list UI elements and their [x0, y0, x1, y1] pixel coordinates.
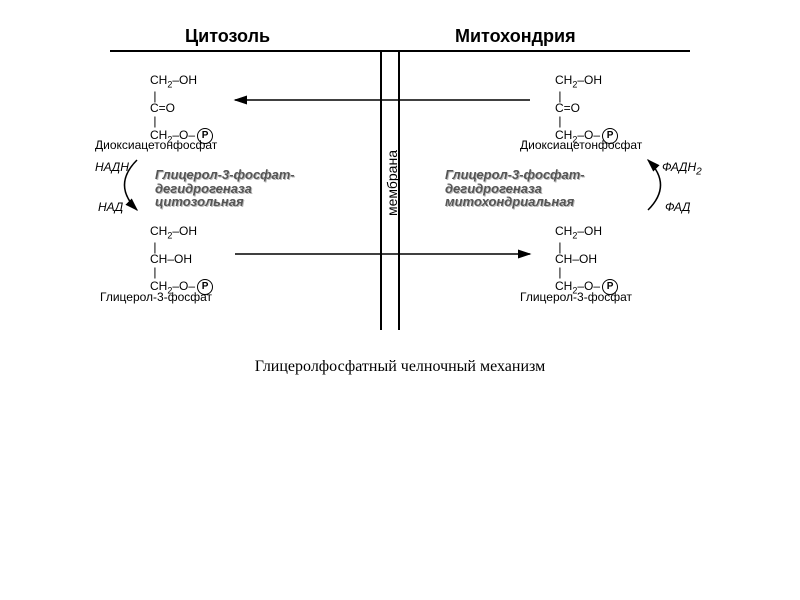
label-fad: ФАД	[665, 200, 690, 214]
diagram-caption: Глицеролфосфатный челночный механизм	[0, 358, 800, 376]
label-fadh2: ФАДН2	[662, 160, 702, 177]
enzyme-mitochondrial: Глицерол-3-фосфат- дегидрогеназа митохон…	[445, 168, 585, 209]
diagram-stage: Цитозоль Митохондрия мембрана CH2–OH | C…	[0, 0, 800, 600]
arrow-curve-right	[0, 0, 800, 600]
enzyme-cytosolic: Глицерол-3-фосфат- дегидрогеназа цитозол…	[155, 168, 295, 209]
